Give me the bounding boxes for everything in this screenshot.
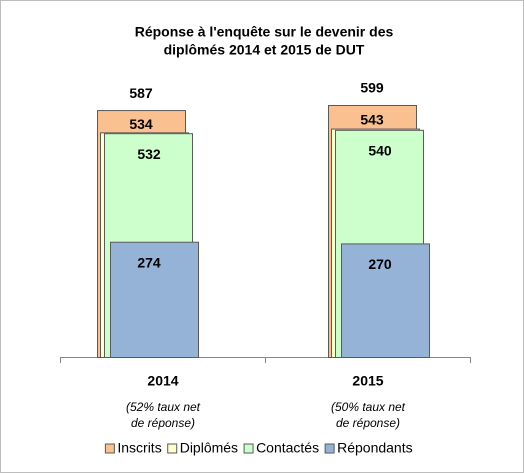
legend-swatch — [243, 443, 254, 454]
data-label: 534 — [129, 116, 153, 132]
legend-swatch — [104, 443, 115, 454]
x-tick-label: 2014 — [147, 373, 178, 389]
data-label: 587 — [129, 85, 153, 101]
x-tick-label: 2015 — [352, 373, 383, 389]
chart-title: diplômés 2014 et 2015 de DUT — [164, 42, 365, 58]
category-note: de réponse) — [131, 416, 195, 430]
legend-swatch — [324, 443, 335, 454]
data-label: 543 — [360, 111, 384, 127]
data-label: 270 — [368, 256, 392, 272]
data-label: 274 — [137, 254, 161, 270]
legend-label: Contactés — [256, 440, 319, 456]
data-label: 540 — [368, 143, 392, 159]
legend-label: Diplômés — [180, 440, 238, 456]
legend-swatch — [167, 443, 178, 454]
legend-label: Inscrits — [117, 440, 161, 456]
legend-label: Répondants — [337, 440, 413, 456]
category-note: de réponse) — [336, 416, 400, 430]
bar — [110, 241, 199, 358]
category-note: (52% taux net — [126, 400, 201, 414]
data-label: 599 — [360, 80, 384, 96]
data-label: 532 — [137, 146, 161, 162]
category-note: (50% taux net — [331, 400, 406, 414]
bar — [341, 243, 430, 359]
chart-title: Réponse à l'enquête sur le devenir des — [135, 24, 394, 40]
